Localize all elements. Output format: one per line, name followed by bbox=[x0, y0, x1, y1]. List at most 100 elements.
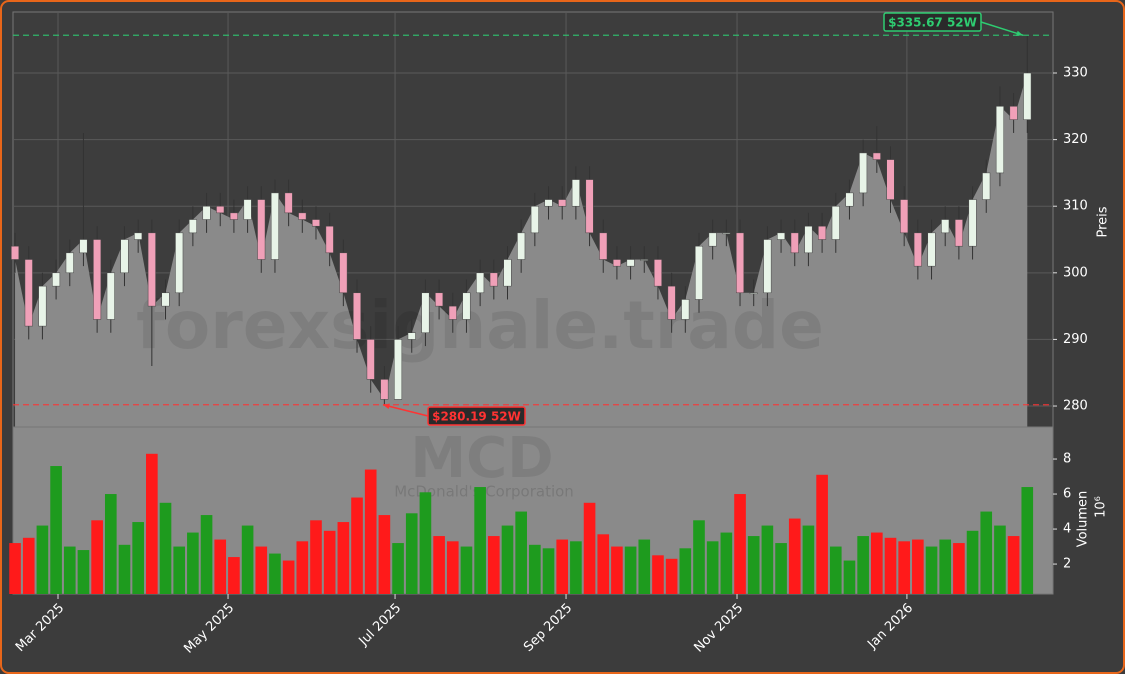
candle-body bbox=[558, 199, 567, 207]
volume-bar bbox=[132, 522, 144, 594]
candle-body bbox=[736, 232, 745, 294]
volume-bar bbox=[816, 474, 828, 594]
volume-bar bbox=[802, 525, 815, 594]
candle-body bbox=[202, 205, 211, 220]
volume-bar bbox=[1007, 536, 1020, 594]
volume-bar bbox=[337, 522, 350, 594]
candle-body bbox=[968, 199, 977, 247]
volume-bar bbox=[693, 520, 705, 594]
candle-body bbox=[886, 159, 895, 200]
volume-bar bbox=[392, 543, 404, 594]
y2-tick-label: 2 bbox=[1063, 557, 1071, 572]
candle-body bbox=[270, 192, 279, 260]
volume-bar bbox=[720, 532, 733, 594]
volume-bar bbox=[679, 548, 692, 594]
candle-body bbox=[667, 285, 676, 320]
candle-body bbox=[11, 245, 20, 260]
volume-bar bbox=[898, 541, 910, 594]
candle-body bbox=[462, 292, 471, 320]
candle-body bbox=[229, 212, 238, 220]
volume-bar bbox=[857, 536, 869, 594]
candle-body bbox=[52, 272, 61, 287]
volume-bar bbox=[77, 550, 90, 594]
candle-body bbox=[243, 199, 252, 220]
candle-body bbox=[872, 152, 881, 160]
y2-tick-label: 6 bbox=[1063, 487, 1071, 502]
candle-body bbox=[476, 272, 485, 294]
annotation-box bbox=[883, 12, 982, 32]
volume-bar bbox=[118, 544, 131, 594]
candle-body bbox=[845, 192, 854, 207]
volume-bar bbox=[63, 546, 76, 594]
volume-bar bbox=[446, 541, 459, 594]
candle-body bbox=[790, 232, 799, 254]
candle-body bbox=[900, 199, 909, 234]
candle-body bbox=[79, 239, 88, 254]
candle-body bbox=[24, 259, 33, 327]
arrow-head bbox=[383, 403, 390, 409]
volume-bar bbox=[925, 546, 938, 594]
volume-bar bbox=[966, 530, 979, 594]
candle-body bbox=[106, 272, 115, 320]
volume-bar bbox=[405, 513, 418, 594]
volume-bar bbox=[241, 525, 254, 594]
candle-body bbox=[339, 252, 348, 294]
volume-bar bbox=[939, 539, 952, 594]
volume-bar bbox=[556, 539, 569, 594]
volume-bar bbox=[323, 530, 336, 594]
y2-multiplier: 10⁶ bbox=[1094, 496, 1109, 518]
volume-bar bbox=[50, 466, 62, 594]
volume-bar bbox=[788, 518, 801, 594]
y-tick-label: 280 bbox=[1063, 399, 1088, 414]
candle-body bbox=[1009, 106, 1018, 120]
annotation-label: $280.19 52W bbox=[432, 410, 521, 424]
y-tick-label: 290 bbox=[1063, 332, 1088, 347]
candle-body bbox=[120, 239, 129, 274]
y2-axis-label: Volumen bbox=[1076, 491, 1091, 548]
volume-bar bbox=[187, 532, 199, 594]
volume-bar bbox=[652, 555, 664, 594]
annotation-arrow bbox=[980, 21, 1024, 36]
y-tick-label: 300 bbox=[1063, 265, 1088, 280]
y-tick-label: 320 bbox=[1063, 132, 1088, 147]
volume-bar bbox=[638, 539, 651, 594]
candle-body bbox=[954, 219, 963, 247]
candle-body bbox=[681, 299, 690, 320]
candle-body bbox=[804, 225, 813, 254]
candle-body bbox=[435, 292, 444, 307]
volume-bar bbox=[173, 546, 186, 594]
candle-body bbox=[366, 339, 375, 380]
candle-body bbox=[353, 292, 362, 340]
volume-bar bbox=[529, 544, 541, 594]
candle-body bbox=[694, 245, 704, 300]
candle-body bbox=[927, 232, 936, 267]
candle-body bbox=[749, 292, 758, 295]
candle-body bbox=[585, 179, 594, 234]
volume-bar bbox=[994, 525, 1006, 594]
candle-body bbox=[188, 219, 197, 234]
candle-body bbox=[421, 292, 430, 334]
volume-bar bbox=[228, 557, 240, 594]
volume-bar bbox=[665, 558, 678, 594]
arrow-head bbox=[1016, 30, 1023, 36]
candle-body bbox=[311, 219, 320, 227]
candle-body bbox=[161, 292, 170, 307]
volume-bar bbox=[501, 525, 514, 594]
volume-bar bbox=[282, 560, 295, 594]
volume-bar bbox=[487, 536, 500, 594]
candle-body bbox=[325, 225, 334, 254]
volume-bar bbox=[515, 511, 527, 594]
volume-bar bbox=[570, 541, 582, 594]
volume-bar bbox=[583, 502, 596, 594]
y-tick-label: 310 bbox=[1063, 199, 1088, 214]
volume-bar bbox=[624, 546, 637, 594]
candle-body bbox=[1023, 72, 1032, 120]
volume-bar bbox=[200, 515, 213, 594]
candle-body bbox=[503, 259, 512, 287]
volume-bar bbox=[146, 453, 158, 594]
volume-bar bbox=[378, 515, 391, 594]
candle-body bbox=[134, 232, 143, 240]
volume-bar bbox=[255, 546, 268, 594]
volume-bar bbox=[912, 539, 924, 594]
